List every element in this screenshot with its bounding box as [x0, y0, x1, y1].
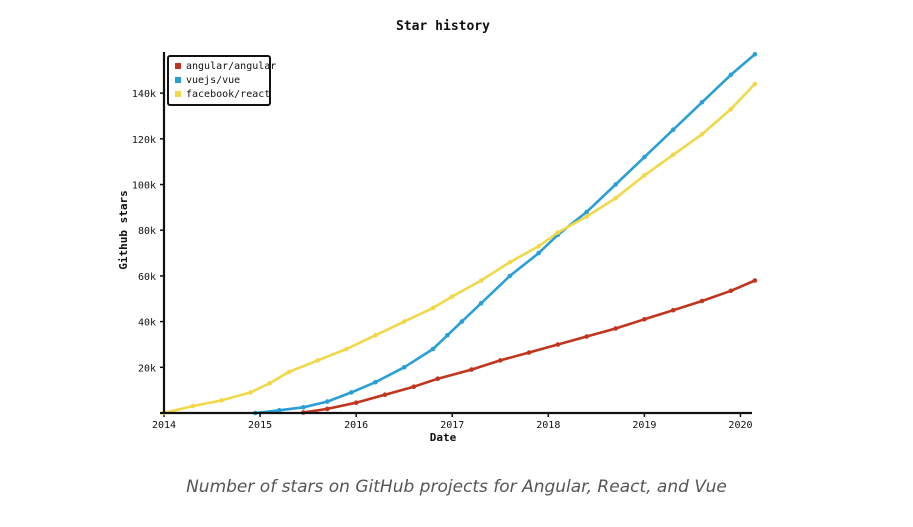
y-tick-label: 100k [132, 181, 156, 192]
data-point [536, 250, 541, 256]
legend-label: angular/angular [186, 61, 276, 72]
x-axis-label: Date [430, 431, 457, 444]
legend-swatch [175, 63, 181, 69]
data-point [728, 106, 734, 112]
data-point [344, 346, 349, 352]
data-point [584, 214, 589, 219]
figure-caption: Number of stars on GitHub projects for A… [186, 477, 727, 497]
data-point [613, 182, 618, 187]
legend-swatch [175, 77, 181, 83]
data-point [301, 405, 306, 410]
data-point [728, 72, 734, 78]
data-point [315, 358, 321, 363]
legend-label: vuejs/vue [186, 75, 240, 86]
y-axis-ticks: 20k 40k 60k 80k 100k 120k 140k [132, 89, 164, 374]
data-point [248, 390, 253, 395]
data-point [507, 273, 513, 279]
data-point [478, 301, 484, 306]
data-point [430, 346, 436, 352]
data-point [584, 209, 589, 215]
data-point [526, 350, 532, 355]
x-tick-label: 2019 [632, 420, 656, 431]
data-point [401, 365, 407, 370]
legend-label: facebook/react [186, 89, 270, 100]
data-point [670, 152, 676, 158]
y-axis-label: Github stars [117, 190, 130, 269]
x-axis-ticks: 2014 2015 2016 2017 2018 2019 2020 [152, 413, 753, 431]
legend-swatch [175, 91, 181, 97]
legend-box [167, 55, 271, 106]
x-tick-label: 2015 [248, 420, 272, 431]
data-point [459, 319, 465, 324]
series-line-facebook-react [162, 82, 757, 415]
data-point [373, 333, 378, 338]
y-tick-label: 40k [138, 318, 156, 329]
y-tick-label: 120k [132, 135, 156, 146]
data-point [382, 392, 388, 398]
data-point [613, 195, 618, 201]
x-tick-label: 2018 [536, 420, 560, 431]
data-point [190, 403, 196, 409]
data-point [670, 127, 676, 132]
data-point [478, 278, 484, 283]
star-history-chart: Star history 20k 40k 60k 80k 100k 120k 140k 20… [117, 19, 758, 444]
data-point [411, 384, 417, 390]
data-point [469, 367, 474, 372]
series-lines [161, 52, 758, 416]
data-point [353, 400, 359, 406]
x-tick-label: 2016 [344, 420, 368, 431]
data-point [752, 81, 758, 87]
data-point [349, 390, 354, 395]
y-tick-label: 20k [138, 363, 156, 374]
data-point [728, 288, 734, 294]
data-point [373, 379, 378, 385]
data-point [555, 230, 561, 235]
data-point [325, 406, 330, 412]
data-point [219, 398, 224, 403]
y-tick-label: 80k [138, 226, 156, 237]
data-point [401, 319, 407, 324]
data-point [286, 369, 292, 375]
data-point [449, 294, 455, 299]
data-point [325, 399, 330, 404]
data-point [752, 278, 758, 283]
data-point [430, 305, 436, 311]
data-point [584, 334, 589, 339]
data-point [642, 173, 647, 178]
y-tick-label: 60k [138, 272, 156, 283]
data-point [642, 317, 647, 322]
data-point [699, 100, 705, 105]
data-point [536, 243, 541, 249]
data-point [507, 259, 513, 265]
chart-title: Star history [396, 19, 490, 34]
series-line-angular-angular [301, 279, 757, 414]
data-point [699, 132, 705, 137]
x-tick-label: 2014 [152, 420, 176, 431]
data-point [277, 408, 282, 413]
data-point [642, 154, 647, 160]
data-point [752, 52, 758, 57]
data-point [670, 307, 676, 313]
x-tick-label: 2020 [728, 420, 752, 431]
y-tick-label: 140k [132, 89, 156, 100]
data-point [498, 358, 503, 363]
x-tick-label: 2017 [440, 420, 464, 431]
data-point [555, 342, 561, 347]
data-point [435, 376, 441, 382]
data-point [699, 298, 705, 304]
data-point [267, 381, 273, 386]
legend: angular/angular vuejs/vue facebook/react [167, 55, 276, 106]
data-point [445, 333, 450, 338]
data-point [613, 326, 618, 331]
